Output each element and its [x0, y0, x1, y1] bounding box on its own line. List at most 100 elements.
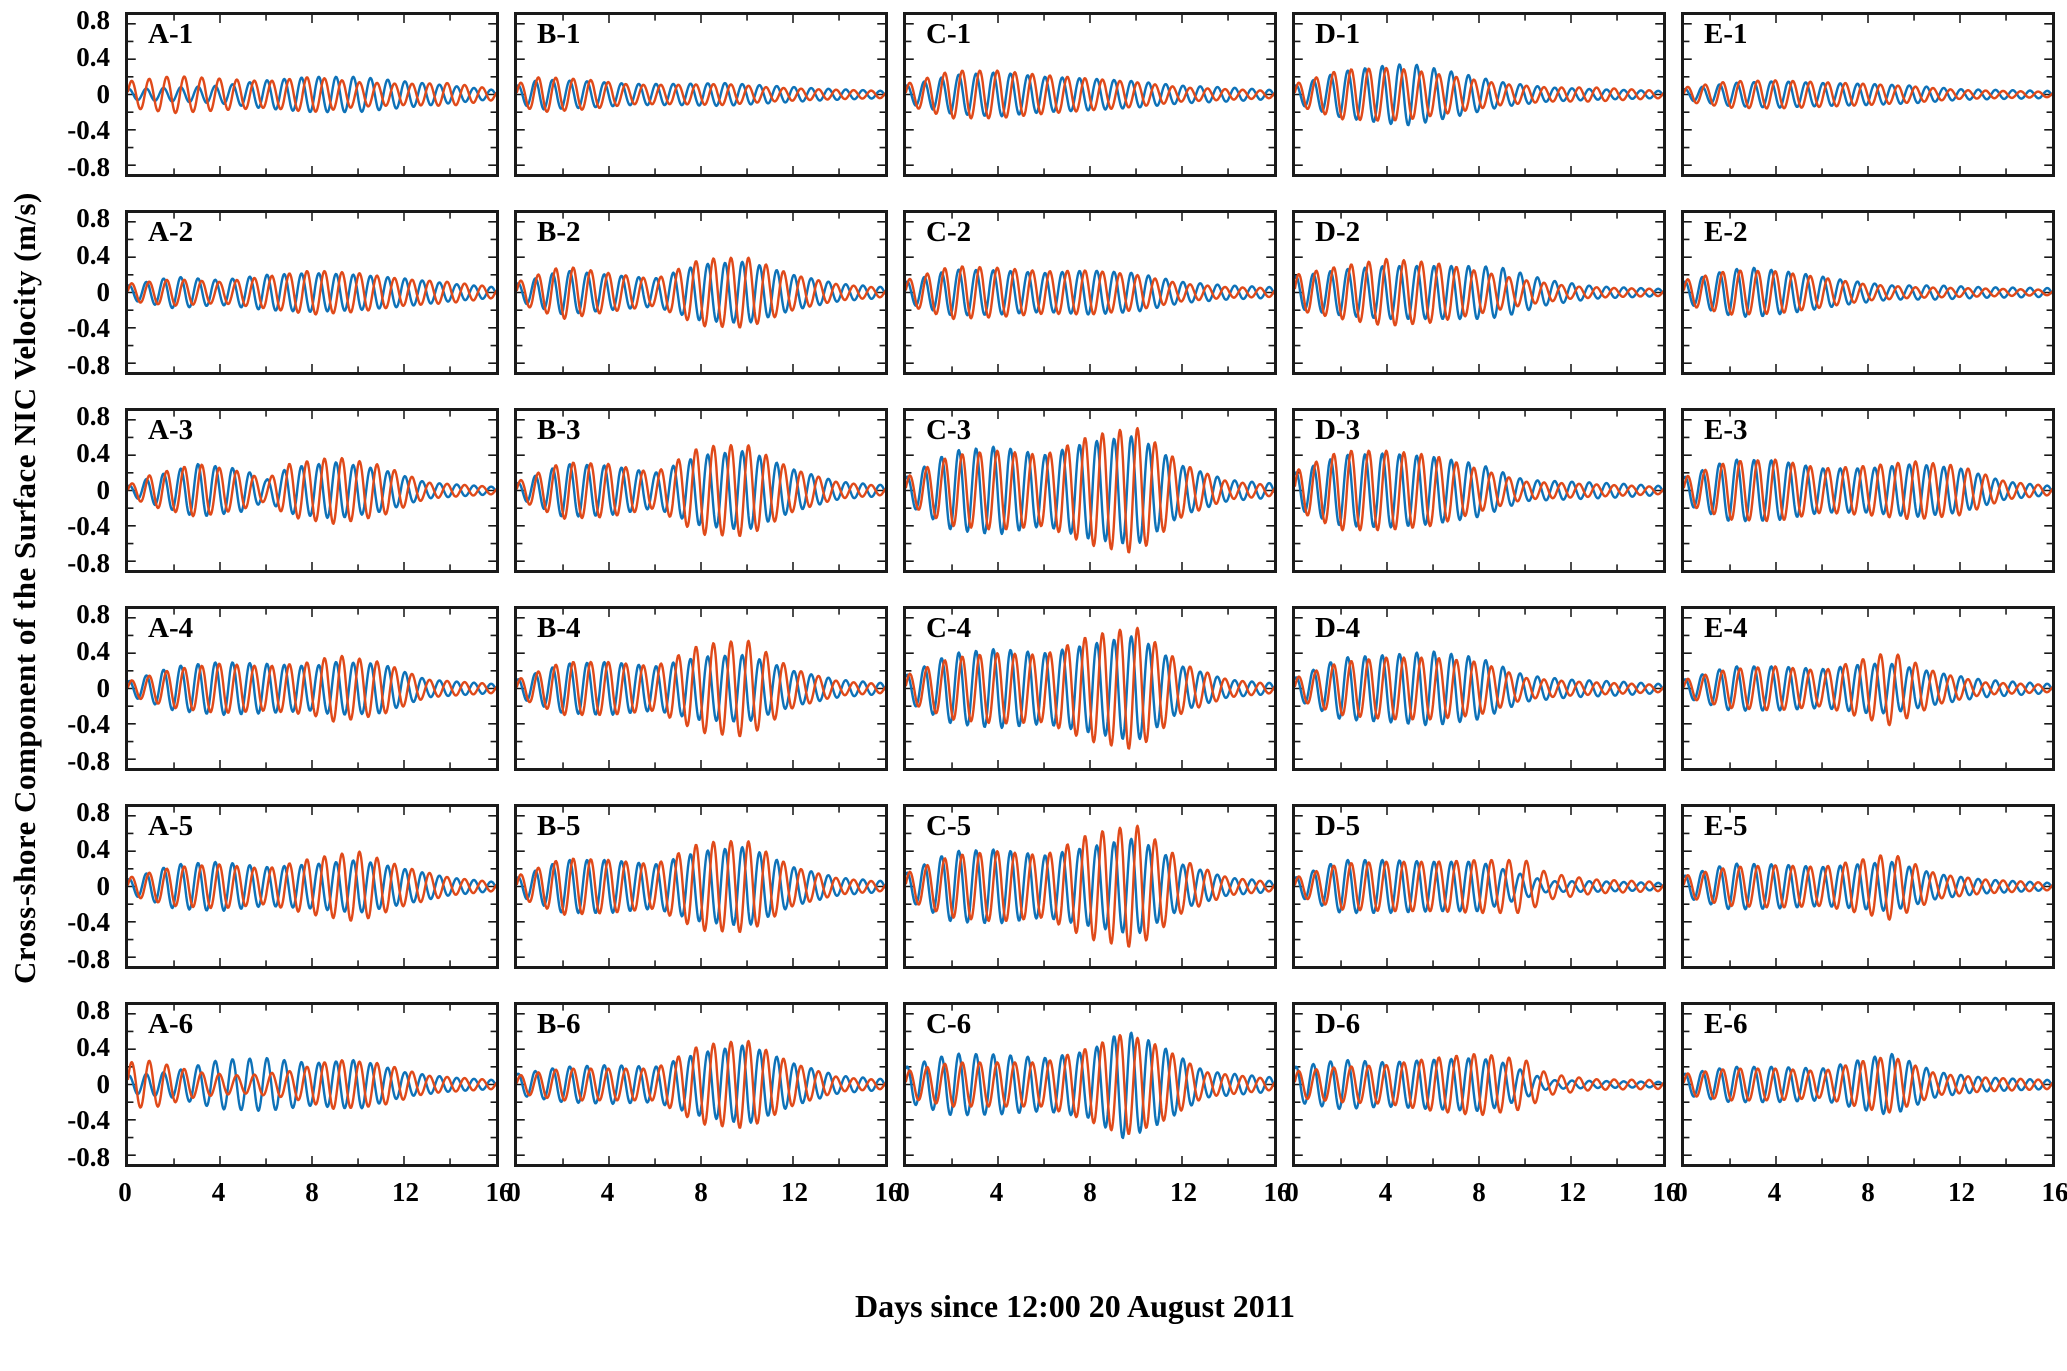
axis-ticks	[517, 411, 885, 570]
axis-ticks	[517, 1005, 885, 1164]
panel-plot-area	[128, 213, 496, 372]
panel-plot-area	[517, 1005, 885, 1164]
y-tick-label: 0.8	[76, 797, 110, 828]
panel-E-1: E-1	[1681, 12, 2055, 177]
axis-ticks	[517, 213, 885, 372]
panel-E-3: E-3	[1681, 408, 2055, 573]
x-tick-label: 0	[118, 1177, 132, 1207]
panel-plot-area	[1295, 411, 1663, 570]
y-tick-label: 0.4	[76, 41, 110, 72]
panel-plot-area	[906, 213, 1274, 372]
axis-ticks	[1684, 213, 2052, 372]
series-orange-path	[1684, 269, 2052, 316]
panel-E-5: E-5	[1681, 804, 2055, 969]
panel-plot-area	[1684, 15, 2052, 174]
panel-label: D-4	[1315, 612, 1361, 644]
panel-label: D-2	[1315, 216, 1361, 248]
series-orange-path	[906, 1033, 1274, 1136]
panel-plot-area	[1684, 807, 2052, 966]
panel-plot-area	[1684, 213, 2052, 372]
y-tick-label: 0	[96, 474, 111, 505]
series-orange-path	[1295, 257, 1663, 327]
panel-plot-area	[906, 1005, 1274, 1164]
series-orange-path	[517, 76, 885, 113]
series-orange-path	[1295, 66, 1663, 122]
axis-ticks	[128, 609, 496, 768]
axis-ticks	[1295, 609, 1663, 768]
axis-ticks	[1684, 15, 2052, 174]
panel-plot-area	[517, 15, 885, 174]
axis-ticks	[517, 807, 885, 966]
y-tick-label: 0	[96, 672, 111, 703]
x-tick-label: 0	[507, 1177, 521, 1207]
axis-ticks	[128, 807, 496, 966]
y-tick-gutter-row-2: 0.8 0.4 0 -0.4 -0.8	[0, 203, 118, 380]
panel-E-2: E-2	[1681, 210, 2055, 375]
y-tick-label: 0.8	[76, 599, 110, 630]
panel-E-6: E-6	[1681, 1002, 2055, 1167]
panel-B-2: B-2	[514, 210, 888, 375]
panel-plot-area	[1295, 1005, 1663, 1164]
panel-label: C-4	[926, 612, 972, 644]
panel-A-3: A-3	[125, 408, 499, 573]
series-orange-path	[1295, 858, 1663, 915]
series-orange-path	[1684, 1056, 2052, 1114]
y-tick-label: 0	[96, 276, 111, 307]
panel-label: A-3	[148, 414, 194, 446]
series-orange-path	[906, 824, 1274, 948]
panel-plot-area	[128, 15, 496, 174]
panel-label: B-3	[537, 414, 581, 446]
panel-label: D-5	[1315, 810, 1361, 842]
y-tick-label: 0.4	[76, 1031, 110, 1062]
axis-ticks	[128, 411, 496, 570]
panel-plot-area	[128, 411, 496, 570]
x-tick-label: 4	[1378, 1177, 1393, 1207]
axis-ticks	[906, 609, 1274, 768]
panel-B-6: B-6	[514, 1002, 888, 1167]
panel-label: D-6	[1315, 1008, 1361, 1040]
y-axis-title: Cross-shore Component of the Surface NIC…	[7, 192, 42, 985]
panel-label: C-2	[926, 216, 972, 248]
x-tick-strip-col-B: 0 4 8 12 16	[507, 1171, 901, 1217]
series-orange-path	[906, 426, 1274, 554]
panel-label: E-5	[1704, 810, 1748, 842]
x-tick-label: 8	[1083, 1177, 1097, 1207]
x-tick-label: 16	[874, 1177, 902, 1207]
panel-A-5: A-5	[125, 804, 499, 969]
y-tick-label: 0.4	[76, 437, 110, 468]
panel-label: E-3	[1704, 414, 1748, 446]
series-orange-path	[1295, 656, 1663, 721]
series-orange-path	[517, 839, 885, 934]
x-tick-label: 4	[1767, 1177, 1782, 1207]
y-tick-label: -0.8	[67, 1141, 110, 1172]
panel-plot-area	[906, 609, 1274, 768]
series-orange-path	[128, 1059, 496, 1110]
panel-plot-area	[128, 609, 496, 768]
panel-label: E-1	[1704, 18, 1748, 50]
y-tick-label: -0.8	[67, 151, 110, 182]
x-tick-label: 16	[1652, 1177, 1680, 1207]
panel-label: C-6	[926, 1008, 972, 1040]
axis-ticks	[906, 15, 1274, 174]
x-tick-label: 12	[1170, 1177, 1197, 1207]
panel-A-2: A-2	[125, 210, 499, 375]
x-tick-label: 4	[211, 1177, 226, 1207]
panel-label: A-6	[148, 1008, 194, 1040]
series-orange-path	[128, 269, 496, 316]
x-tick-label: 8	[1472, 1177, 1486, 1207]
series-orange-path	[128, 456, 496, 525]
panel-D-4: D-4	[1292, 606, 1666, 771]
panel-label: B-4	[537, 612, 581, 644]
panel-plot-area	[1684, 609, 2052, 768]
panel-C-6: C-6	[903, 1002, 1277, 1167]
y-tick-label: -0.4	[67, 511, 110, 542]
axis-ticks	[517, 15, 885, 174]
axis-ticks	[128, 213, 496, 372]
panel-B-1: B-1	[514, 12, 888, 177]
y-tick-label: -0.8	[67, 943, 110, 974]
series-orange-path	[128, 850, 496, 922]
y-tick-label: -0.8	[67, 349, 110, 380]
panel-label: D-3	[1315, 414, 1361, 446]
panel-plot-area	[128, 807, 496, 966]
